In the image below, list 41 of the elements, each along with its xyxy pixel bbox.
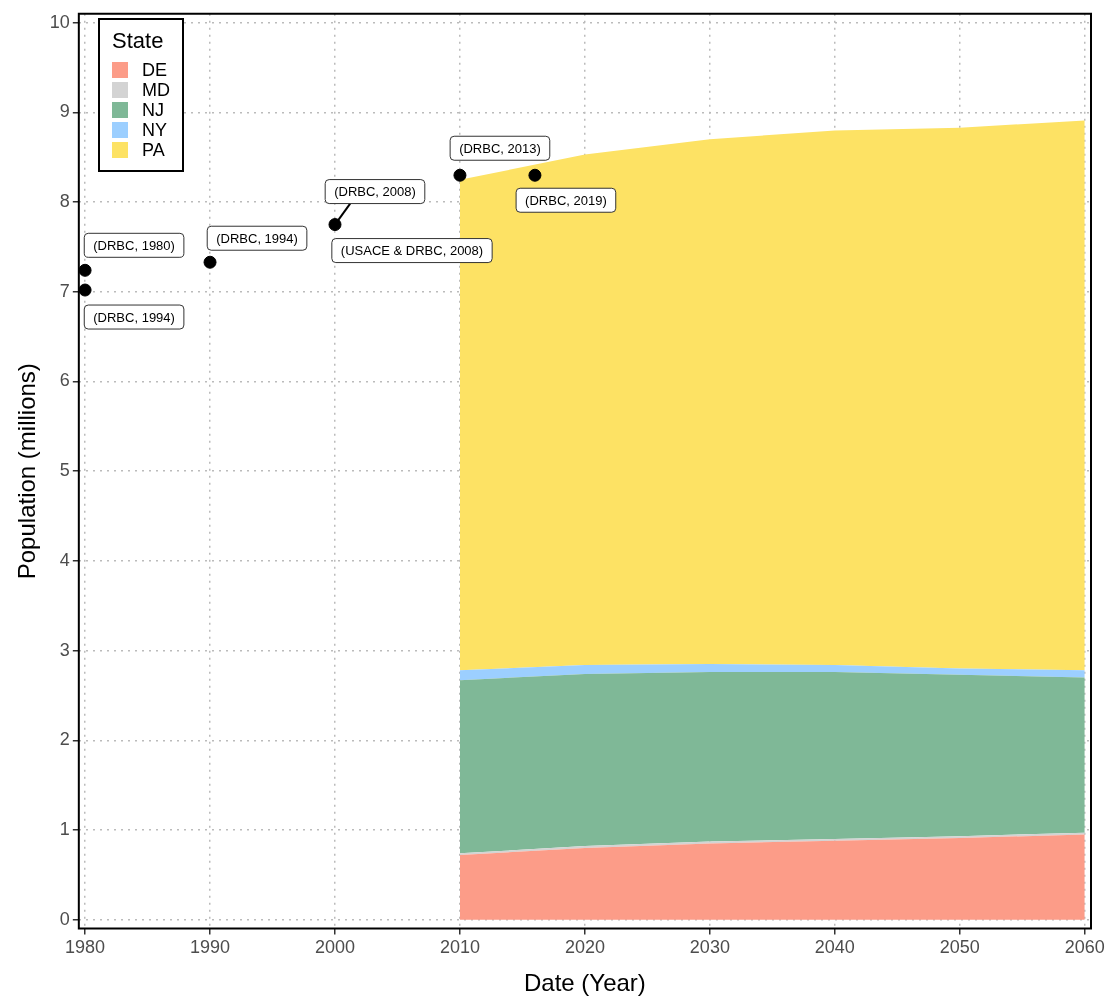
point: [328, 218, 342, 232]
legend-label: MD: [142, 79, 170, 101]
y-tick-label: 0: [59, 908, 70, 929]
legend-title: State: [112, 28, 165, 54]
legend-label: PA: [142, 139, 165, 161]
annotation: (DRBC, 1994): [93, 309, 175, 325]
x-tick-label: 1980: [65, 937, 106, 958]
point: [528, 168, 542, 182]
annotation: (DRBC, 2013): [459, 140, 541, 156]
y-tick-label: 6: [59, 370, 70, 391]
x-tick-label: 1990: [190, 937, 231, 958]
y-tick-label: 4: [59, 549, 70, 570]
y-tick-label: 10: [49, 11, 70, 32]
point: [78, 263, 92, 277]
point: [453, 168, 467, 182]
x-tick-label: 2000: [314, 937, 356, 958]
x-tick-label: 2010: [439, 937, 480, 958]
y-tick-label: 9: [59, 101, 70, 122]
annotation: (USACE & DRBC, 2008): [340, 243, 484, 259]
annotation: (DRBC, 1980): [93, 237, 175, 253]
y-tick-label: 2: [59, 729, 70, 750]
y-axis-title: Population (millions): [13, 363, 41, 580]
x-tick-label: 2030: [689, 937, 730, 958]
point: [78, 283, 92, 297]
legend-label: NY: [142, 119, 168, 141]
x-tick-label: 2060: [1064, 937, 1105, 958]
y-tick-label: 8: [59, 191, 70, 212]
point: [203, 255, 217, 269]
y-tick-label: 1: [59, 818, 70, 839]
y-tick-label: 5: [59, 460, 70, 481]
legend-label: DE: [142, 59, 168, 81]
annotation: (DRBC, 1994): [216, 230, 298, 246]
x-tick-label: 2020: [564, 937, 605, 958]
legend-label: NJ: [142, 99, 164, 121]
x-tick-label: 2040: [814, 937, 855, 958]
y-tick-label: 3: [59, 639, 70, 660]
x-axis-title: Date (Year): [523, 969, 646, 997]
annotation: (DRBC, 2008): [334, 184, 416, 200]
annotation: (DRBC, 2019): [525, 192, 607, 208]
x-tick-label: 2050: [939, 937, 980, 958]
y-tick-label: 7: [59, 280, 70, 301]
